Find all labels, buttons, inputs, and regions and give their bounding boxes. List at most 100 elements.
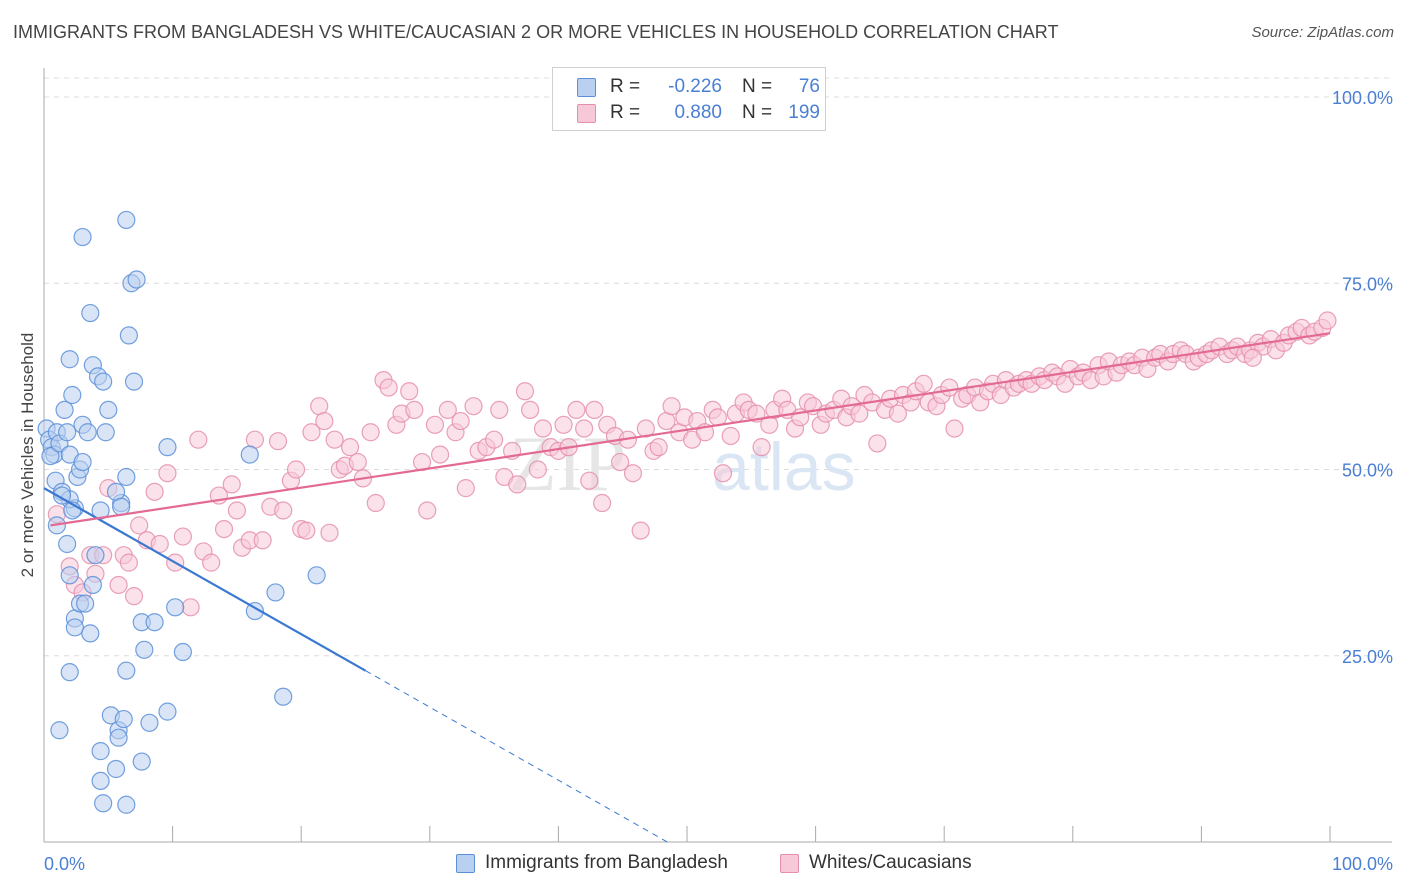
point-bangladesh: [76, 594, 95, 613]
point-whites: [721, 426, 740, 446]
point-whites: [1243, 348, 1262, 367]
point-bangladesh: [173, 642, 192, 662]
y-tick-label: 75.0%: [1342, 274, 1393, 294]
source-label: Source: ZipAtlas.com: [1251, 24, 1394, 41]
point-bangladesh: [307, 566, 326, 585]
point-whites: [451, 411, 470, 431]
point-whites: [286, 460, 306, 479]
point-bangladesh: [50, 721, 69, 740]
point-bangladesh: [117, 210, 136, 230]
point-whites: [302, 423, 321, 442]
legend-n-value: 76: [798, 76, 820, 97]
point-whites: [888, 404, 908, 423]
trend-lines: [43, 332, 1331, 843]
point-whites: [320, 523, 339, 542]
point-bangladesh: [158, 438, 177, 457]
point-whites: [521, 400, 540, 419]
point-whites: [456, 479, 475, 498]
point-whites: [485, 430, 504, 449]
legend-swatch-blue: [456, 853, 475, 873]
y-tick-label: 25.0%: [1342, 647, 1393, 667]
point-whites: [325, 430, 344, 449]
point-bangladesh: [166, 598, 185, 617]
y-tick-label: 50.0%: [1342, 461, 1393, 481]
point-bangladesh: [117, 795, 136, 814]
point-bangladesh: [91, 771, 110, 791]
legend-r-value: 0.880: [674, 102, 722, 123]
x-tick-label: 0.0%: [44, 854, 85, 874]
legend-swatch-blue: [577, 77, 596, 97]
point-bangladesh: [245, 601, 265, 621]
point-bangladesh: [124, 372, 144, 391]
point-bangladesh: [86, 546, 105, 565]
correlation-legend: R = -0.226 N = 76 R = 0.880 N = 199: [552, 67, 826, 131]
legend-swatch-pink: [780, 853, 799, 873]
point-whites: [297, 521, 316, 540]
point-whites: [662, 397, 681, 416]
point-whites: [868, 434, 887, 453]
point-whites: [181, 598, 200, 617]
point-whites: [400, 382, 419, 401]
point-whites: [752, 438, 771, 457]
point-whites: [253, 531, 272, 550]
series-legend: Immigrants from Bangladesh Whites/Caucas…: [0, 852, 1406, 878]
point-whites: [528, 460, 547, 479]
point-bangladesh: [55, 400, 74, 419]
point-bangladesh: [60, 350, 79, 369]
point-bangladesh: [58, 534, 77, 554]
point-whites: [173, 527, 192, 546]
point-whites: [649, 438, 668, 457]
point-whites: [850, 404, 869, 423]
trend-line-whites: [50, 332, 1331, 527]
point-bangladesh: [83, 575, 102, 595]
point-whites: [631, 521, 650, 540]
point-whites: [515, 382, 535, 401]
point-whites: [315, 411, 334, 431]
point-bangladesh: [63, 385, 82, 405]
point-whites: [109, 575, 128, 595]
point-bangladesh: [132, 752, 151, 771]
legend-label-bangladesh: Immigrants from Bangladesh: [485, 852, 728, 873]
point-bangladesh: [274, 687, 293, 706]
point-bangladesh: [117, 661, 136, 680]
point-bangladesh: [135, 640, 154, 659]
point-bangladesh: [60, 663, 79, 682]
point-bangladesh: [78, 423, 97, 442]
point-bangladesh: [65, 618, 84, 637]
point-bangladesh: [127, 270, 146, 289]
legend-r-value: -0.226: [668, 76, 722, 97]
point-bangladesh: [112, 497, 131, 516]
point-bangladesh: [73, 227, 92, 247]
point-whites: [611, 452, 630, 472]
point-whites: [508, 475, 527, 494]
legend-n-value: 199: [788, 102, 820, 123]
legend-row-whites: R = 0.880 N = 199: [577, 101, 820, 125]
point-whites: [438, 400, 457, 419]
point-whites: [464, 397, 483, 416]
point-bangladesh: [109, 728, 128, 747]
point-whites: [713, 464, 733, 483]
point-bangladesh: [73, 452, 92, 472]
point-bangladesh: [58, 423, 77, 442]
legend-r-label: R =: [610, 76, 641, 97]
point-whites: [214, 519, 234, 539]
point-whites: [567, 400, 586, 419]
point-whites: [268, 432, 288, 451]
point-whites: [119, 553, 138, 572]
point-whites: [274, 501, 293, 520]
point-whites: [575, 419, 594, 438]
legend-row-bangladesh: R = -0.226 N = 76: [577, 75, 820, 99]
point-whites: [623, 464, 643, 483]
point-whites: [202, 553, 221, 572]
point-whites: [227, 501, 246, 520]
point-whites: [914, 374, 933, 393]
point-bangladesh: [266, 583, 285, 602]
point-whites: [361, 423, 380, 442]
point-whites: [366, 493, 385, 513]
point-bangladesh: [145, 613, 164, 632]
legend-label-whites: Whites/Caucasians: [809, 852, 972, 873]
point-whites: [425, 415, 445, 434]
point-whites: [150, 534, 169, 554]
point-bangladesh: [140, 713, 159, 732]
point-bangladesh: [94, 372, 113, 391]
